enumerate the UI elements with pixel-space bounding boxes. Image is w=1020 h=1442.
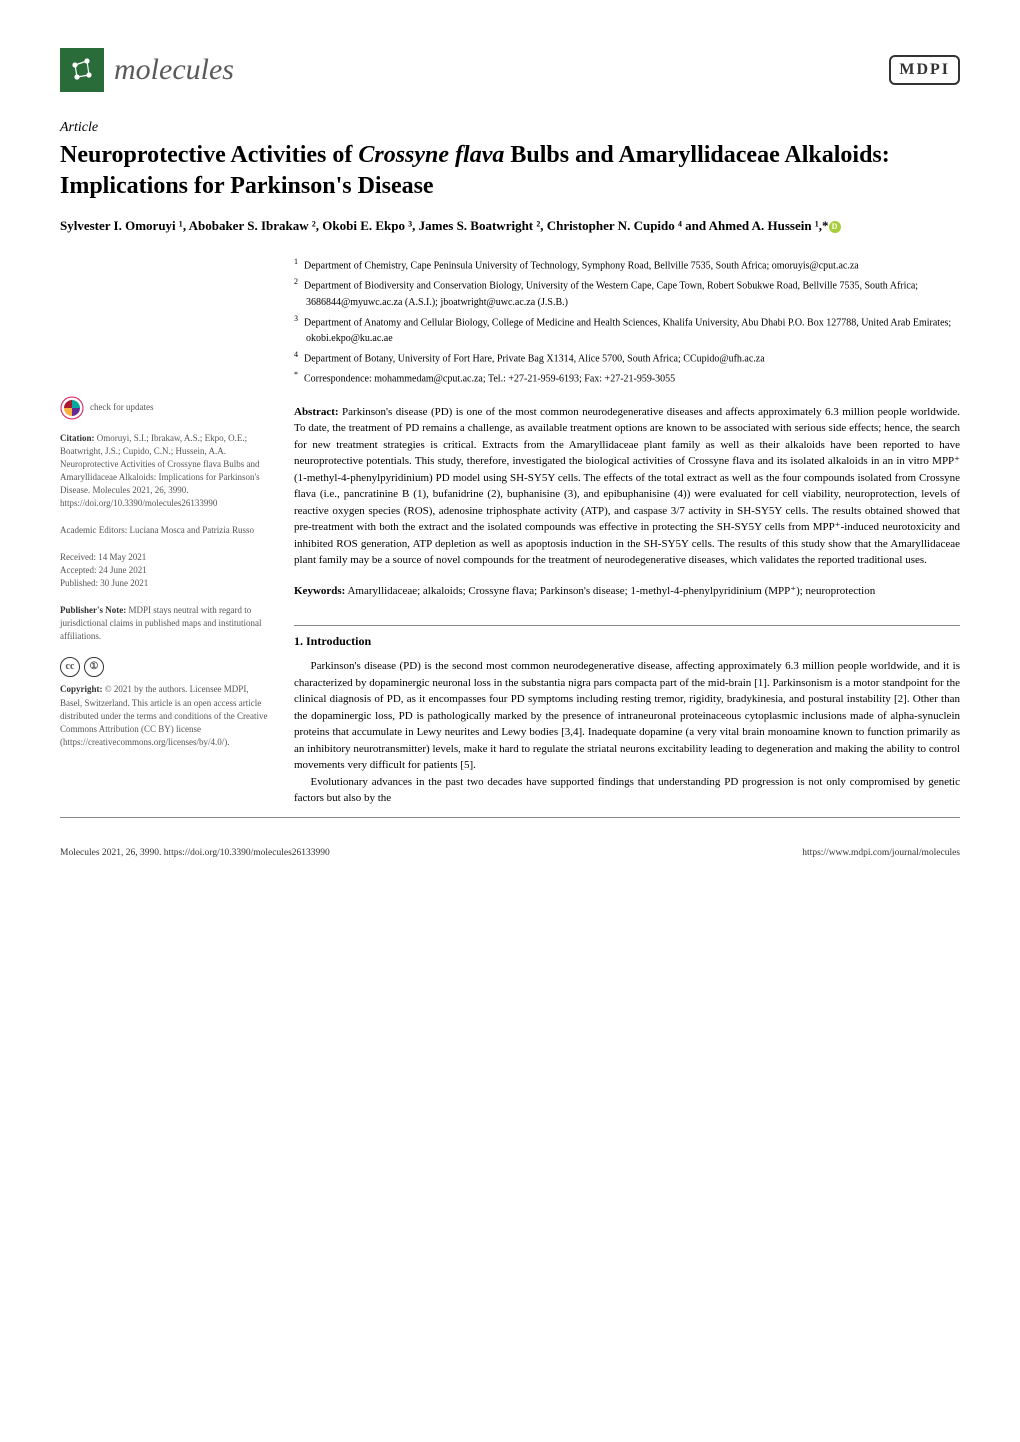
publishers-note-block: Publisher's Note: MDPI stays neutral wit… <box>60 604 270 643</box>
affiliation-item: 3Department of Anatomy and Cellular Biol… <box>306 313 960 347</box>
citation-block: Citation: Omoruyi, S.I.; Ibrakaw, A.S.; … <box>60 432 270 510</box>
copyright-label: Copyright: <box>60 684 103 694</box>
body-text: Parkinson's disease (PD) is the second m… <box>294 658 960 807</box>
section-heading: 1. Introduction <box>294 632 960 650</box>
page-header: molecules MDPI <box>60 48 960 92</box>
copyright-block: Copyright: © 2021 by the authors. Licens… <box>60 683 270 748</box>
keywords: Keywords: Amaryllidaceae; alkaloids; Cro… <box>294 583 960 600</box>
date-received: Received: 14 May 2021 <box>60 551 270 564</box>
journal-name: molecules <box>114 53 234 87</box>
affiliation-item: *Correspondence: mohammedam@cput.ac.za; … <box>306 369 960 387</box>
main-column: 1Department of Chemistry, Cape Peninsula… <box>294 256 960 807</box>
affiliation-item: 2Department of Biodiversity and Conserva… <box>306 276 960 310</box>
journal-logo: molecules <box>60 48 234 92</box>
abstract-label: Abstract: <box>294 406 339 418</box>
authors-line: Sylvester I. Omoruyi ¹, Abobaker S. Ibra… <box>60 216 960 236</box>
title-species: Crossyne flava <box>358 142 504 168</box>
editors-block: Academic Editors: Luciana Mosca and Patr… <box>60 524 270 537</box>
footer-right: https://www.mdpi.com/journal/molecules <box>802 848 960 858</box>
keywords-text: Amaryllidaceae; alkaloids; Crossyne flav… <box>345 585 875 597</box>
keywords-label: Keywords: <box>294 585 345 597</box>
date-accepted: Accepted: 24 June 2021 <box>60 564 270 577</box>
footer-divider <box>60 817 960 818</box>
journal-icon <box>60 48 104 92</box>
page-footer: Molecules 2021, 26, 3990. https://doi.or… <box>60 848 960 858</box>
citation-text: Omoruyi, S.I.; Ibrakaw, A.S.; Ekpo, O.E.… <box>60 433 260 508</box>
article-type: Article <box>60 120 960 136</box>
paragraph: Evolutionary advances in the past two de… <box>294 774 960 807</box>
section-divider <box>294 625 960 626</box>
dates-block: Received: 14 May 2021 Accepted: 24 June … <box>60 551 270 590</box>
paragraph: Parkinson's disease (PD) is the second m… <box>294 658 960 774</box>
publishers-note-label: Publisher's Note: <box>60 605 126 615</box>
title-text-pre: Neuroprotective Activities of <box>60 142 358 168</box>
check-updates-icon <box>60 396 84 420</box>
editors-label: Academic Editors: <box>60 525 127 535</box>
cc-license-badge: cc ① <box>60 657 270 677</box>
affiliation-item: 1Department of Chemistry, Cape Peninsula… <box>306 256 960 274</box>
abstract-text: Parkinson's disease (PD) is one of the m… <box>294 406 960 567</box>
cc-icon: cc <box>60 657 80 677</box>
citation-label: Citation: <box>60 433 95 443</box>
check-updates-badge[interactable]: check for updates <box>60 396 270 420</box>
article-title: Neuroprotective Activities of Crossyne f… <box>60 140 960 202</box>
authors-text: Sylvester I. Omoruyi ¹, Abobaker S. Ibra… <box>60 218 829 233</box>
sidebar: check for updates Citation: Omoruyi, S.I… <box>60 256 270 807</box>
publisher-logo: MDPI <box>889 55 960 85</box>
editors-text: Luciana Mosca and Patrizia Russo <box>127 525 254 535</box>
by-icon: ① <box>84 657 104 677</box>
date-published: Published: 30 June 2021 <box>60 577 270 590</box>
orcid-icon <box>829 221 841 233</box>
affiliation-item: 4Department of Botany, University of For… <box>306 349 960 367</box>
affiliations-list: 1Department of Chemistry, Cape Peninsula… <box>294 256 960 388</box>
check-updates-text: check for updates <box>90 403 153 413</box>
abstract: Abstract: Parkinson's disease (PD) is on… <box>294 404 960 569</box>
footer-left: Molecules 2021, 26, 3990. https://doi.or… <box>60 848 330 858</box>
